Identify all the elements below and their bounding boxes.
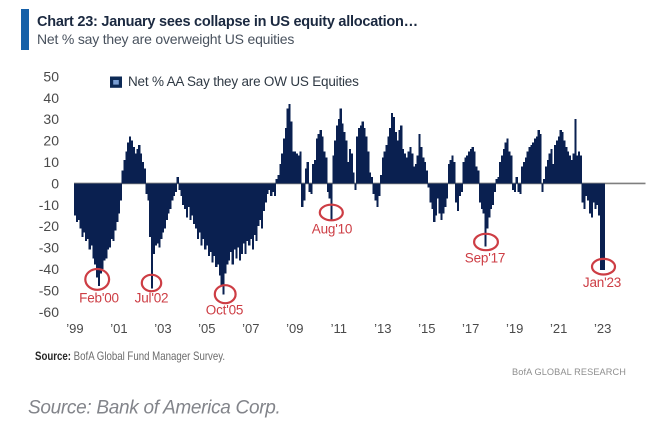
svg-text:’13: ’13 [374,321,391,336]
svg-text:’21: ’21 [550,321,567,336]
svg-text:’99: ’99 [66,321,83,336]
svg-text:’19: ’19 [506,321,523,336]
svg-text:Jul'02: Jul'02 [135,291,169,306]
svg-text:10: 10 [43,154,59,170]
svg-text:’01: ’01 [110,321,127,336]
svg-text:Feb'00: Feb'00 [79,291,119,306]
svg-text:’11: ’11 [331,321,347,336]
svg-text:-10: -10 [39,197,59,213]
svg-text:’05: ’05 [198,321,215,336]
svg-text:Chart 23: January sees collaps: Chart 23: January sees collapse in US eq… [37,14,418,30]
svg-text:Aug'10: Aug'10 [312,222,352,237]
svg-text:-50: -50 [39,282,59,298]
svg-text:Source: BofA Global Fund Mana: Source: BofA Global Fund Manager Survey. [35,350,225,363]
svg-text:Net % AA Say they are OW US Eq: Net % AA Say they are OW US Equities [128,74,359,89]
svg-text:’07: ’07 [242,321,259,336]
svg-text:-30: -30 [39,240,59,256]
svg-text:30: 30 [43,111,59,127]
svg-text:Sep'17: Sep'17 [465,251,505,266]
svg-text:Source: Bank of America Corp.: Source: Bank of America Corp. [28,398,281,419]
svg-text:’09: ’09 [286,321,303,336]
svg-text:50: 50 [43,68,59,84]
svg-text:-40: -40 [39,261,59,277]
svg-text:’15: ’15 [418,321,435,336]
svg-text:’23: ’23 [594,321,611,336]
svg-text:-60: -60 [39,304,59,320]
svg-text:-20: -20 [39,218,59,234]
svg-text:’17: ’17 [462,321,479,336]
svg-text:Oct'05: Oct'05 [206,303,243,318]
svg-text:40: 40 [43,90,59,106]
svg-text:Jan'23: Jan'23 [583,275,621,290]
svg-text:’03: ’03 [154,321,171,336]
svg-text:20: 20 [43,133,59,149]
svg-text:BofA GLOBAL RESEARCH: BofA GLOBAL RESEARCH [512,367,626,377]
svg-text:0: 0 [51,175,59,191]
svg-text:Net % say they are overweight: Net % say they are overweight US equitie… [37,31,294,47]
